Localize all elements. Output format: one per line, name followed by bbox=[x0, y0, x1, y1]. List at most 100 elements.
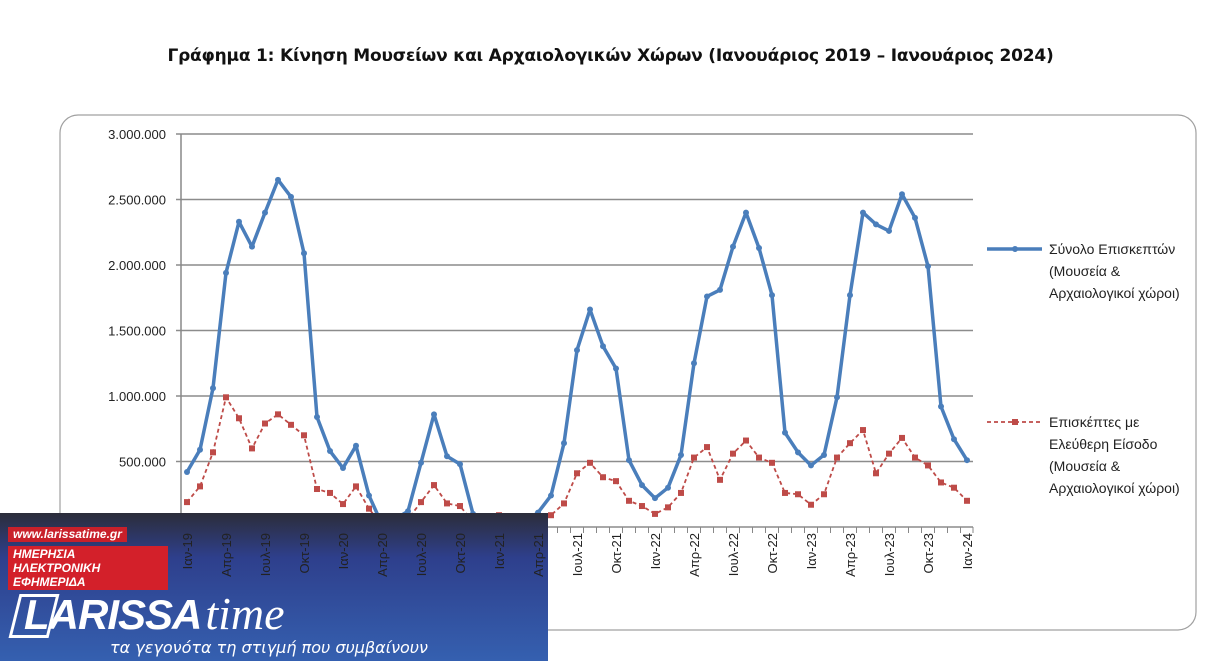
data-point-free-entry bbox=[366, 505, 372, 512]
y-tick-label: 2.000.000 bbox=[108, 258, 166, 273]
legend-item-total: Σύνολο Επισκεπτών (Μουσεία & Αρχαιολογικ… bbox=[1049, 238, 1189, 304]
data-point-total bbox=[821, 451, 827, 458]
logo-url: www.larissatime.gr bbox=[8, 527, 127, 542]
data-point-free-entry bbox=[873, 470, 879, 477]
data-point-free-entry bbox=[847, 440, 853, 447]
data-point-free-entry bbox=[574, 470, 580, 477]
data-point-total bbox=[431, 411, 437, 418]
data-point-free-entry bbox=[418, 499, 424, 506]
data-point-total bbox=[964, 457, 970, 464]
data-point-free-entry bbox=[288, 421, 294, 428]
data-point-free-entry bbox=[314, 486, 320, 493]
data-point-free-entry bbox=[691, 454, 697, 461]
data-point-free-entry bbox=[756, 454, 762, 461]
legend-marker-total bbox=[1012, 246, 1018, 252]
data-point-total bbox=[652, 495, 658, 502]
data-point-total bbox=[782, 429, 788, 436]
data-point-free-entry bbox=[561, 500, 567, 507]
data-point-free-entry bbox=[886, 450, 892, 457]
data-point-free-entry bbox=[834, 454, 840, 461]
data-point-total bbox=[574, 347, 580, 354]
data-point-total bbox=[678, 451, 684, 458]
data-point-free-entry bbox=[340, 501, 346, 508]
data-point-total bbox=[847, 292, 853, 299]
data-point-free-entry bbox=[639, 503, 645, 510]
data-point-total bbox=[834, 394, 840, 401]
y-tick-label: 500.000 bbox=[119, 455, 166, 470]
data-point-free-entry bbox=[600, 474, 606, 481]
data-point-free-entry bbox=[925, 462, 931, 469]
data-point-total bbox=[327, 448, 333, 455]
data-point-free-entry bbox=[678, 489, 684, 496]
data-point-total bbox=[769, 292, 775, 299]
data-point-free-entry bbox=[951, 484, 957, 491]
data-point-total bbox=[210, 385, 216, 392]
y-tick-label: 1.500.000 bbox=[108, 324, 166, 339]
data-point-free-entry bbox=[249, 445, 255, 452]
data-point-free-entry bbox=[444, 500, 450, 507]
y-tick-label: 1.000.000 bbox=[108, 389, 166, 404]
data-point-total bbox=[197, 446, 203, 453]
data-point-total bbox=[353, 442, 359, 449]
logo-tagline: τα γεγονότα τη στιγμή που συμβαίνουν bbox=[110, 638, 428, 657]
legend-marker-free-entry bbox=[1012, 419, 1018, 425]
data-point-total bbox=[691, 360, 697, 367]
data-point-total bbox=[704, 293, 710, 300]
data-point-free-entry bbox=[275, 411, 281, 418]
data-point-free-entry bbox=[860, 427, 866, 434]
data-point-total bbox=[795, 449, 801, 456]
larissatime-logo: www.larissatime.gr ΗΜΕΡΗΣΙΑ ΗΛΕΚΤΡΟΝΙΚΗ … bbox=[0, 513, 548, 661]
data-point-free-entry bbox=[184, 499, 190, 506]
data-point-free-entry bbox=[652, 510, 658, 517]
data-point-total bbox=[899, 191, 905, 198]
data-point-total bbox=[275, 176, 281, 183]
data-point-total bbox=[405, 508, 411, 515]
data-point-total bbox=[457, 461, 463, 468]
logo-brand-suffix: time bbox=[205, 588, 285, 639]
data-point-free-entry bbox=[301, 432, 307, 439]
data-point-free-entry bbox=[210, 449, 216, 456]
data-point-free-entry bbox=[912, 454, 918, 461]
data-point-free-entry bbox=[964, 497, 970, 504]
data-point-total bbox=[561, 440, 567, 447]
data-point-free-entry bbox=[262, 420, 268, 427]
data-point-free-entry bbox=[457, 503, 463, 510]
data-point-free-entry bbox=[613, 478, 619, 485]
data-point-total bbox=[951, 436, 957, 443]
data-point-free-entry bbox=[743, 437, 749, 444]
data-point-total bbox=[548, 492, 554, 499]
data-point-free-entry bbox=[626, 497, 632, 504]
data-point-free-entry bbox=[587, 459, 593, 466]
data-point-free-entry bbox=[795, 491, 801, 498]
data-point-total bbox=[925, 263, 931, 270]
logo-subtitle: ΗΜΕΡΗΣΙΑ ΗΛΕΚΤΡΟΝΙΚΗ ΕΦΗΜΕΡΙΔΑ bbox=[8, 546, 168, 590]
data-point-total bbox=[626, 457, 632, 464]
data-point-total bbox=[639, 482, 645, 489]
data-point-total bbox=[366, 492, 372, 499]
data-point-total bbox=[756, 244, 762, 251]
logo-brand: LARISSA bbox=[24, 591, 202, 638]
data-point-total bbox=[340, 465, 346, 472]
data-point-total bbox=[808, 462, 814, 469]
data-point-total bbox=[587, 306, 593, 313]
data-point-free-entry bbox=[223, 394, 229, 401]
data-point-total bbox=[665, 484, 671, 491]
data-point-free-entry bbox=[808, 501, 814, 508]
legend-label-total: Σύνολο Επισκεπτών (Μουσεία & Αρχαιολογικ… bbox=[1049, 241, 1180, 301]
y-tick-label: 3.000.000 bbox=[108, 127, 166, 142]
data-point-total bbox=[314, 413, 320, 420]
data-point-total bbox=[301, 250, 307, 257]
data-point-total bbox=[938, 403, 944, 410]
data-point-free-entry bbox=[899, 434, 905, 441]
data-point-total bbox=[262, 209, 268, 216]
data-point-total bbox=[184, 468, 190, 475]
data-point-free-entry bbox=[730, 450, 736, 457]
data-point-total bbox=[717, 286, 723, 293]
data-point-free-entry bbox=[938, 479, 944, 486]
data-point-free-entry bbox=[431, 482, 437, 489]
data-point-free-entry bbox=[236, 415, 242, 422]
data-point-free-entry bbox=[717, 476, 723, 483]
data-point-total bbox=[860, 209, 866, 216]
data-point-total bbox=[418, 459, 424, 466]
data-point-free-entry bbox=[197, 483, 203, 490]
